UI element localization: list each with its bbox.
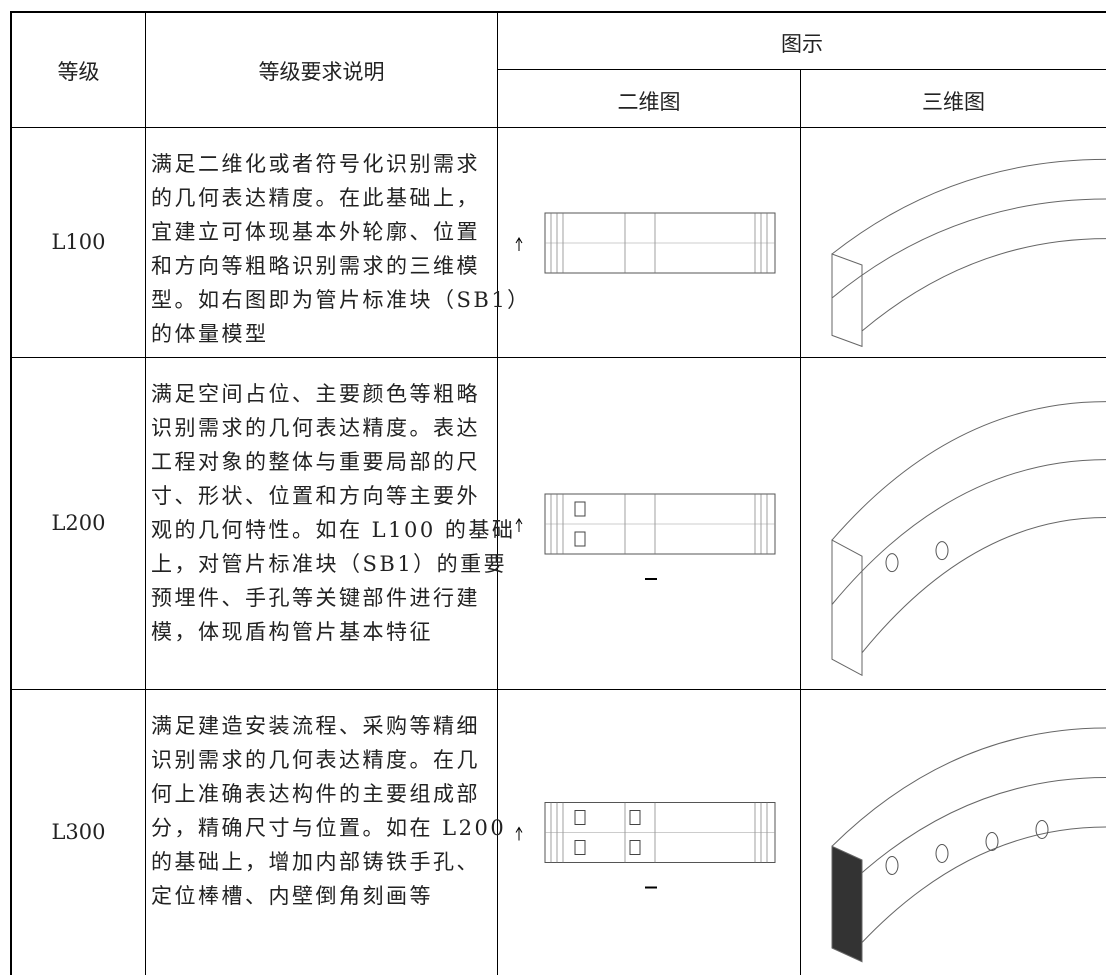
- description-line: 的体量模型: [151, 322, 269, 346]
- header-level: 等级: [57, 60, 100, 84]
- description-line: 宜建立可体现基本外轮廓、位置: [151, 220, 480, 244]
- rule: [497, 69, 1106, 70]
- drawing-3d: [831, 158, 1106, 348]
- description-line: 预埋件、手孔等关键部件进行建: [151, 586, 480, 610]
- rule: [10, 357, 1106, 358]
- description-line: 识别需求的几何表达精度。表达: [151, 416, 480, 440]
- rule: [10, 11, 12, 975]
- rule: [497, 11, 498, 975]
- row-level: L300: [51, 819, 106, 844]
- description-line: 的基础上，增加内部铸铁手孔、: [151, 850, 480, 874]
- description-line: 型。如右图即为管片标准块（SB1）: [151, 288, 531, 312]
- description-line: 模，体现盾构管片基本特征: [151, 620, 433, 644]
- drawing-3d: [831, 401, 1106, 677]
- description-line: 识别需求的几何表达精度。在几: [151, 748, 480, 772]
- rule: [800, 69, 801, 975]
- header-description: 等级要求说明: [258, 60, 385, 84]
- description-line: 满足建造安装流程、采购等精细: [151, 714, 480, 738]
- header-2d: 二维图: [617, 90, 681, 114]
- rule: [10, 11, 1106, 13]
- drawing-2d: [515, 493, 776, 580]
- description-line: 定位棒槽、内壁倒角刻画等: [151, 884, 433, 908]
- description-line: 和方向等粗略识别需求的三维模: [151, 254, 480, 278]
- rule: [10, 127, 1106, 128]
- description-line: 的几何表达精度。在此基础上，: [151, 186, 480, 210]
- header-3d: 三维图: [922, 90, 985, 114]
- description-line: 工程对象的整体与重要局部的尺: [151, 450, 480, 474]
- row-level: L200: [51, 511, 106, 535]
- description-line: 满足空间占位、主要颜色等粗略: [151, 382, 480, 406]
- drawing-2d: [515, 212, 776, 274]
- rule: [145, 11, 146, 975]
- row-level: L100: [51, 230, 106, 254]
- description-line: 何上准确表达构件的主要组成部: [151, 782, 480, 806]
- header-illustration: 图示: [781, 32, 823, 56]
- description-line: 分，精确尺寸与位置。如在 L200: [151, 816, 507, 840]
- description-line: 寸、形状、位置和方向等主要外: [151, 484, 480, 508]
- rule: [10, 689, 1106, 690]
- drawing-2d: [515, 802, 776, 889]
- description-line: 观的几何特性。如在 L100 的基础: [151, 518, 516, 542]
- drawing-3d: [831, 727, 1106, 963]
- description-line: 上，对管片标准块（SB1）的重要: [151, 552, 508, 576]
- description-line: 满足二维化或者符号化识别需求: [151, 152, 480, 176]
